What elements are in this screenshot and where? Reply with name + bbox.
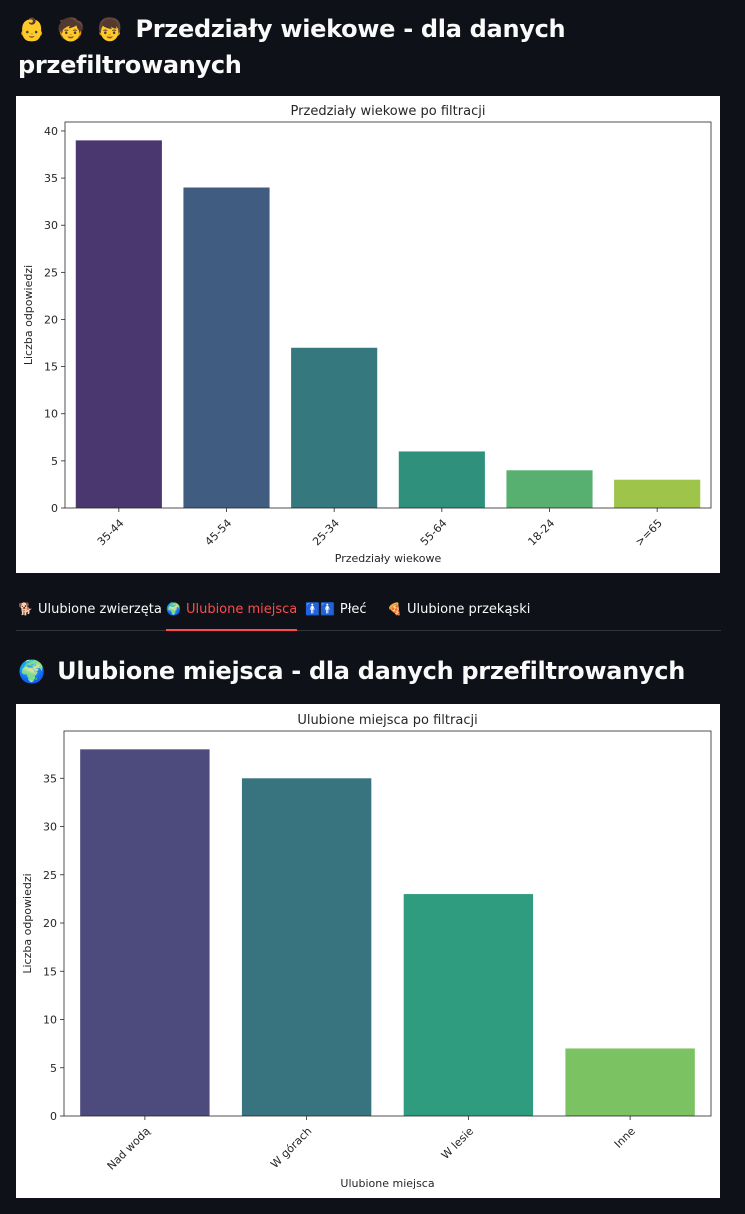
y-tick-label: 15 xyxy=(44,361,58,374)
tab-label: Ulubione zwierzęta xyxy=(37,602,162,617)
globe-icon: 🌍 xyxy=(166,602,181,616)
bar-W lesie xyxy=(403,894,534,1116)
y-tick-label: 40 xyxy=(44,125,58,138)
dog-icon: 🐕 xyxy=(18,602,33,616)
y-tick-label: 20 xyxy=(43,917,57,930)
plot-frame xyxy=(64,121,712,509)
chart-title: Ulubione miejsca po filtracji xyxy=(297,713,477,728)
tab-label: Płeć xyxy=(339,602,367,617)
section-heading-places: 🌍 Ulubione miejsca - dla danych przefilt… xyxy=(18,654,738,690)
bar-Nad wodą xyxy=(80,749,210,1116)
section-title-places: Ulubione miejsca - dla danych przefiltro… xyxy=(57,657,685,685)
y-tick-label: 0 xyxy=(50,1110,57,1123)
y-tick-label: 25 xyxy=(43,869,57,882)
bar-25-34 xyxy=(291,347,378,508)
tab-ulubione-przekaski[interactable]: 🍕 Ulubione przekąski xyxy=(387,596,530,630)
tab-bar: 🐕 Ulubione zwierzęta 🌍 Ulubione miejsca 🚹🚹… xyxy=(16,596,721,631)
y-tick-label: 25 xyxy=(44,266,58,279)
x-axis-label: Ulubione miejsca xyxy=(340,1177,434,1190)
y-tick-label: 30 xyxy=(43,821,57,834)
y-tick-label: 10 xyxy=(43,1014,57,1027)
y-tick-label: 0 xyxy=(51,502,58,515)
bar-18-24 xyxy=(506,470,593,508)
tab-ulubione-miejsca[interactable]: 🌍 Ulubione miejsca xyxy=(166,596,298,631)
x-axis-label: Przedziały wiekowe xyxy=(335,552,442,565)
y-tick-label: 5 xyxy=(51,455,58,468)
tab-ulubione-zwierzeta[interactable]: 🐕 Ulubione zwierzęta xyxy=(18,596,162,630)
chart-title: Przedziały wiekowe po filtracji xyxy=(291,104,486,119)
y-tick-label: 20 xyxy=(44,313,58,326)
x-tick-label: >=65 xyxy=(633,517,665,549)
y-tick-label: 35 xyxy=(43,772,57,785)
child-emoji-icon: 🧒 xyxy=(57,18,85,43)
tab-plec[interactable]: 🚹🚹 Płeć xyxy=(305,596,367,630)
bar-55-64 xyxy=(398,451,485,508)
x-tick-label: W lesie xyxy=(439,1124,476,1161)
section-heading-age: 👶 🧒 👦 Przedziały wiekowe - dla danych pr… xyxy=(18,12,618,82)
tab-label: Ulubione przekąski xyxy=(406,602,531,617)
x-tick-label: 25-34 xyxy=(310,517,342,549)
x-tick-label: 35-44 xyxy=(95,517,127,549)
restroom-icon: 🚹🚹 xyxy=(305,602,335,616)
bar->=65 xyxy=(614,479,701,508)
section-title-age: Przedziały wiekowe - dla danych przefilt… xyxy=(18,15,566,79)
y-tick-label: 5 xyxy=(50,1062,57,1075)
x-tick-label: 18-24 xyxy=(525,517,557,549)
plot-frame xyxy=(63,730,712,1117)
x-tick-label: 45-54 xyxy=(202,517,234,549)
places-bar-chart-svg: Ulubione miejsca po filtracji 0 5 10 15 20 25 3… xyxy=(21,713,712,1190)
places-bar-chart: Ulubione miejsca po filtracji 0 5 10 15 20 25 3… xyxy=(16,704,720,1198)
y-tick-label: 30 xyxy=(44,219,58,232)
x-tick-label: Nad wodą xyxy=(105,1124,153,1172)
y-tick-label: 15 xyxy=(43,965,57,978)
bar-Inne xyxy=(565,1048,695,1116)
baby-emoji-icon: 👶 xyxy=(18,18,46,43)
x-tick-label: Inne xyxy=(612,1124,638,1150)
tab-label: Ulubione miejsca xyxy=(185,602,298,617)
bar-35-44 xyxy=(75,140,162,508)
age-bar-chart-svg: Przedziały wiekowe po filtracji 0 5 10 15 20 2… xyxy=(22,104,712,565)
y-tick-label: 10 xyxy=(44,408,58,421)
y-axis-label: Liczba odpowiedzi xyxy=(21,873,34,973)
age-bar-chart: Przedziały wiekowe po filtracji 0 5 10 15 20 2… xyxy=(16,96,720,573)
pizza-icon: 🍕 xyxy=(387,602,402,616)
bar-45-54 xyxy=(183,187,270,508)
bar-W górach xyxy=(241,778,372,1116)
y-axis-label: Liczba odpowiedzi xyxy=(22,265,35,365)
y-tick-label: 35 xyxy=(44,172,58,185)
x-tick-label: 55-64 xyxy=(418,517,450,549)
globe-icon: 🌍 xyxy=(18,660,46,685)
x-tick-label: W górach xyxy=(268,1125,314,1171)
boy-emoji-icon: 👦 xyxy=(96,18,124,43)
